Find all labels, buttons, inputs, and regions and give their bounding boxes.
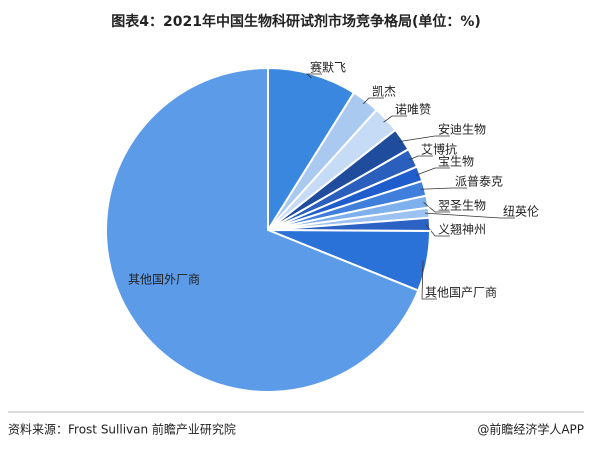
- slice-label: 翌圣生物: [438, 199, 486, 213]
- slice-label: 其他国外厂商: [128, 272, 200, 287]
- pie-slice: [105, 66, 420, 393]
- slice-label: 义翘神州: [438, 223, 486, 237]
- chart-title: 图表4：2021年中国生物科研试剂市场竞争格局(单位：%): [111, 13, 481, 30]
- source: 资料来源：Frost Sullivan 前瞻产业研究院: [8, 422, 236, 437]
- leader-line: [305, 73, 322, 79]
- slice-label: 宝生物: [438, 155, 474, 169]
- slice-label: 纽英伦: [503, 204, 539, 219]
- leader-line: [416, 167, 450, 176]
- slice-label: 艾博抗: [421, 142, 457, 157]
- leader-line: [425, 212, 515, 219]
- leader-line: [425, 224, 450, 237]
- leader-line: [409, 155, 433, 160]
- leader-line: [420, 187, 467, 190]
- leader-line: [421, 260, 437, 300]
- leader-line: [362, 97, 384, 105]
- leader-line: [383, 115, 407, 123]
- slice-label: 赛默飞: [310, 60, 346, 75]
- slice-label: 凯杰: [372, 85, 396, 99]
- slice-label: 诺唯赞: [395, 103, 431, 117]
- slice-label: 派普泰克: [455, 175, 503, 189]
- slice-label: 安迪生物: [438, 122, 486, 137]
- slice-label: 其他国产厂商: [425, 285, 497, 300]
- leader-line: [423, 202, 450, 213]
- leader-line: [398, 135, 450, 142]
- credit: @前瞻经济学人APP: [477, 422, 584, 437]
